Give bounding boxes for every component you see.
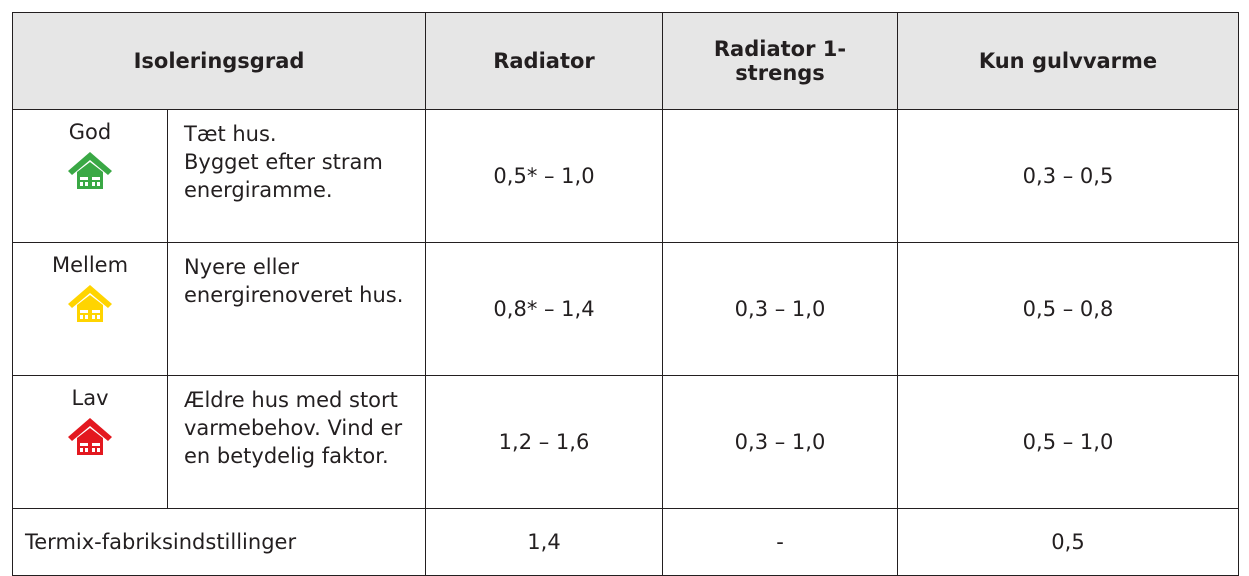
row: God Tæt hus. Bygget efter stram energiramm…	[12, 109, 1239, 243]
roof	[68, 152, 112, 175]
house-icon	[68, 418, 112, 455]
header-text: Radiator 1-strengs	[713, 37, 847, 85]
footer-value: 0,5	[897, 508, 1239, 576]
value: 0,5* – 1,0	[493, 164, 595, 188]
value-cell	[662, 109, 898, 243]
header-cell: Kun gulvvarme	[897, 12, 1239, 110]
description-line: Nyere eller energirenoveret hus.	[184, 255, 404, 307]
house-body	[77, 162, 103, 189]
table: Isoleringsgrad Radiator Radiator 1-stren…	[12, 12, 1239, 576]
value-cell: 0,3 – 0,5	[897, 109, 1239, 243]
house-body	[77, 295, 103, 322]
row: Mellem Nyere eller energirenoveret hus. 0,…	[12, 242, 1239, 376]
value-cell: 0,5 – 1,0	[897, 375, 1239, 509]
description-line: Ældre hus med stort varmebehov. Vind er …	[184, 388, 403, 468]
value: 0,8* – 1,4	[493, 297, 595, 321]
header-cell: Radiator	[425, 12, 663, 110]
footer-label: Termix-fabriksindstillinger	[12, 508, 426, 576]
page: Isoleringsgrad Radiator Radiator 1-stren…	[12, 12, 1239, 576]
level-cell: Mellem	[12, 242, 168, 376]
footer-value: -	[662, 508, 898, 576]
value: 0,3 – 1,0	[734, 297, 826, 321]
description-cell: Nyere eller energirenoveret hus.	[167, 242, 426, 376]
row: Lav Ældre hus med stort varmebehov. Vind …	[12, 375, 1239, 509]
header-text: Kun gulvvarme	[978, 49, 1158, 73]
footer-row: Termix-fabriksindstillinger 1,4-0,5	[12, 508, 1239, 576]
description-line: Bygget efter stram energiramme.	[184, 150, 383, 202]
description-cell: Ældre hus med stort varmebehov. Vind er …	[167, 375, 426, 509]
value: 0,5 – 0,8	[1022, 297, 1114, 321]
description-line: Tæt hus.	[184, 122, 277, 146]
footer-value: 1,4	[425, 508, 663, 576]
value-cell: 0,3 – 1,0	[662, 375, 898, 509]
level-cell: God	[12, 109, 168, 243]
level-label: God	[68, 120, 112, 144]
level-label: Lav	[71, 386, 109, 410]
description-cell: Tæt hus. Bygget efter stram energiramme.	[167, 109, 426, 243]
roof	[68, 418, 112, 441]
window-bar	[80, 313, 100, 315]
value: 0,5 – 1,0	[1022, 430, 1114, 454]
level-cell: Lav	[12, 375, 168, 509]
header-cell: Radiator 1-strengs	[662, 12, 898, 110]
window-bar	[80, 180, 100, 182]
header-text: Radiator	[493, 49, 595, 73]
header-cell: Isoleringsgrad	[12, 12, 426, 110]
roof	[68, 285, 112, 308]
value: 0,3 – 1,0	[734, 430, 826, 454]
value: 1,2 – 1,6	[498, 430, 590, 454]
house-icon	[68, 285, 112, 322]
value-cell: 0,5 – 0,8	[897, 242, 1239, 376]
house-icon	[68, 152, 112, 189]
value-cell: 0,3 – 1,0	[662, 242, 898, 376]
value-cell: 0,5* – 1,0	[425, 109, 663, 243]
value-cell: 0,8* – 1,4	[425, 242, 663, 376]
value-cell: 1,2 – 1,6	[425, 375, 663, 509]
house-body	[77, 428, 103, 455]
value: 0,3 – 0,5	[1022, 164, 1114, 188]
window-bar	[80, 446, 100, 448]
level-label: Mellem	[51, 253, 129, 277]
header-row: Isoleringsgrad Radiator Radiator 1-stren…	[12, 12, 1239, 110]
